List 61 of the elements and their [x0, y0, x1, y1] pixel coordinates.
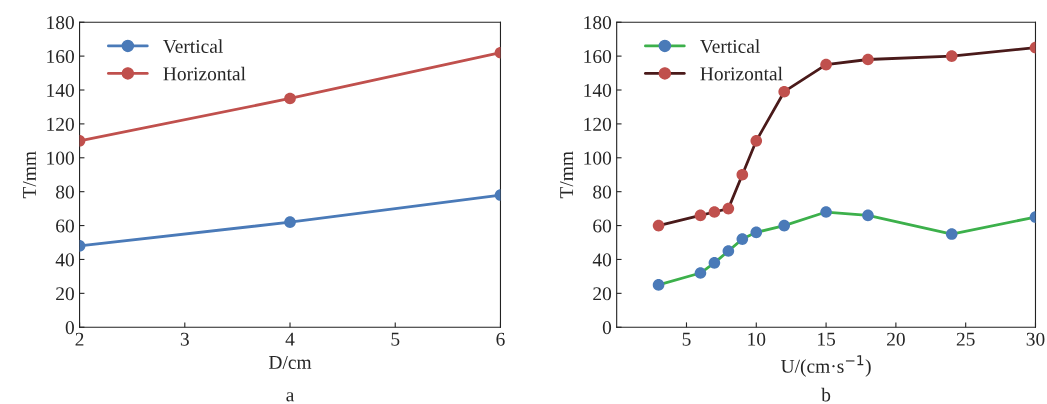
point — [722, 245, 735, 257]
y-tick-label: 0 — [602, 321, 612, 335]
y-tick-label: 60 — [56, 219, 74, 233]
y-tick-label: 0 — [65, 321, 74, 335]
y-tick-label: 120 — [47, 117, 74, 131]
x-axis-title: U/(cm·s$^{−1}$) — [780, 355, 871, 377]
x-tick-label: 30 — [1026, 332, 1045, 346]
x-tick-label: 2 — [75, 332, 84, 346]
point — [708, 257, 721, 269]
y-tick-label: 180 — [47, 16, 74, 30]
point — [722, 202, 735, 215]
point — [736, 168, 749, 181]
y-tick-label: 140 — [47, 83, 74, 97]
y-tick-label: 100 — [47, 151, 74, 165]
text: a — [286, 392, 295, 402]
x-tick-label: 5 — [682, 332, 691, 346]
y-tick-label: 160 — [584, 49, 612, 64]
y-tick-label: 180 — [584, 16, 612, 30]
x-tick-label: 20 — [887, 332, 905, 346]
x-tick-label: 25 — [956, 332, 975, 346]
y-tick-label: 140 — [584, 83, 612, 97]
legend-label: Horizontal — [700, 66, 783, 81]
point — [694, 267, 707, 279]
point — [750, 135, 763, 147]
point — [862, 53, 874, 66]
point — [820, 206, 832, 218]
point — [778, 85, 791, 98]
point — [862, 209, 874, 222]
y-tick-label: 60 — [593, 219, 612, 233]
x-axis-title: D/cm — [268, 355, 312, 369]
point — [694, 209, 707, 222]
x-tick-label: 5 — [391, 332, 400, 346]
y-tick-label: 160 — [47, 49, 74, 64]
y-tick-label: 20 — [593, 287, 612, 301]
x-tick-label: 3 — [180, 332, 189, 346]
x-tick-label: 10 — [748, 332, 766, 346]
x-tick-label: 15 — [818, 332, 836, 346]
point — [652, 279, 665, 291]
y-tick-label: 80 — [56, 185, 74, 199]
y-tick-label: 120 — [584, 117, 612, 131]
x-tick-label: 6 — [496, 332, 505, 346]
y-tick-label: 40 — [592, 253, 612, 267]
point — [820, 58, 832, 71]
y-axis-title: T/mm — [23, 151, 37, 199]
y-tick-label: 40 — [55, 253, 74, 267]
legend-label: Vertical — [700, 39, 760, 54]
point — [652, 219, 665, 232]
legend-label: Horizontal — [163, 66, 246, 81]
point — [708, 206, 721, 218]
point — [945, 228, 958, 240]
x-tick-label: 4 — [285, 332, 295, 346]
legend-label: Vertical — [163, 39, 223, 54]
point — [750, 226, 763, 239]
y-tick-label: 80 — [593, 185, 612, 199]
y-tick-label: 100 — [584, 151, 612, 165]
point — [945, 50, 958, 62]
point — [778, 219, 791, 232]
point — [736, 233, 749, 245]
text: b — [821, 387, 831, 402]
y-tick-label: 20 — [56, 287, 74, 301]
y-axis-title: T/mm — [560, 151, 574, 199]
